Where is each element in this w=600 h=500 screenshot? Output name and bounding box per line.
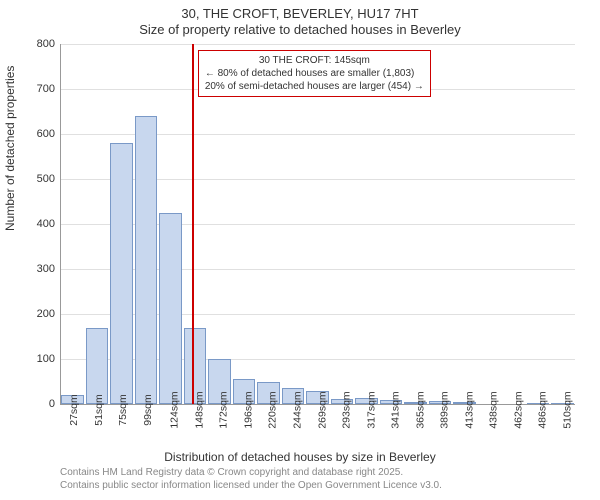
annotation-line3: 20% of semi-detached houses are larger (…	[205, 80, 424, 93]
y-tick: 700	[25, 83, 55, 95]
chart-title-sub: Size of property relative to detached ho…	[0, 22, 600, 37]
x-tick: 51sqm	[93, 394, 105, 426]
chart-title-main: 30, THE CROFT, BEVERLEY, HU17 7HT	[0, 6, 600, 21]
histogram-bar	[110, 143, 133, 404]
x-tick: 365sqm	[414, 391, 426, 428]
plot-area	[60, 44, 575, 404]
y-tick: 600	[25, 128, 55, 140]
x-tick: 244sqm	[292, 391, 304, 428]
y-axis-label: Number of detached properties	[3, 66, 17, 231]
y-axis-line	[60, 44, 61, 404]
x-tick: 413sqm	[463, 391, 475, 428]
credits-line1: Contains HM Land Registry data © Crown c…	[60, 466, 442, 479]
credits: Contains HM Land Registry data © Crown c…	[60, 466, 442, 492]
annotation-box: 30 THE CROFT: 145sqm ← 80% of detached h…	[198, 50, 431, 97]
x-tick: 438sqm	[488, 391, 500, 428]
x-tick: 27sqm	[68, 394, 80, 426]
x-tick: 75sqm	[117, 394, 129, 426]
y-tick: 400	[25, 218, 55, 230]
marker-line	[192, 44, 194, 404]
x-tick: 172sqm	[218, 391, 230, 428]
y-tick: 200	[25, 308, 55, 320]
x-tick: 269sqm	[316, 391, 328, 428]
x-tick: 196sqm	[243, 391, 255, 428]
annotation-line2: ← 80% of detached houses are smaller (1,…	[205, 67, 424, 80]
x-tick: 389sqm	[439, 391, 451, 428]
y-tick: 0	[25, 398, 55, 410]
y-tick: 300	[25, 263, 55, 275]
x-tick: 148sqm	[194, 391, 206, 428]
x-tick: 124sqm	[169, 391, 181, 428]
y-tick: 500	[25, 173, 55, 185]
x-tick: 486sqm	[537, 391, 549, 428]
x-tick: 99sqm	[142, 394, 154, 426]
histogram-bar	[159, 213, 182, 404]
x-tick: 341sqm	[390, 391, 402, 428]
x-tick: 220sqm	[267, 391, 279, 428]
x-tick: 462sqm	[512, 391, 524, 428]
x-tick: 510sqm	[561, 391, 573, 428]
gridline	[60, 44, 575, 45]
histogram-bar	[135, 116, 158, 404]
x-tick: 317sqm	[365, 391, 377, 428]
x-tick: 293sqm	[341, 391, 353, 428]
x-axis-label: Distribution of detached houses by size …	[0, 450, 600, 464]
annotation-line1: 30 THE CROFT: 145sqm	[205, 54, 424, 67]
y-tick: 800	[25, 38, 55, 50]
y-tick: 100	[25, 353, 55, 365]
credits-line2: Contains public sector information licen…	[60, 479, 442, 492]
histogram-bar	[86, 328, 109, 405]
